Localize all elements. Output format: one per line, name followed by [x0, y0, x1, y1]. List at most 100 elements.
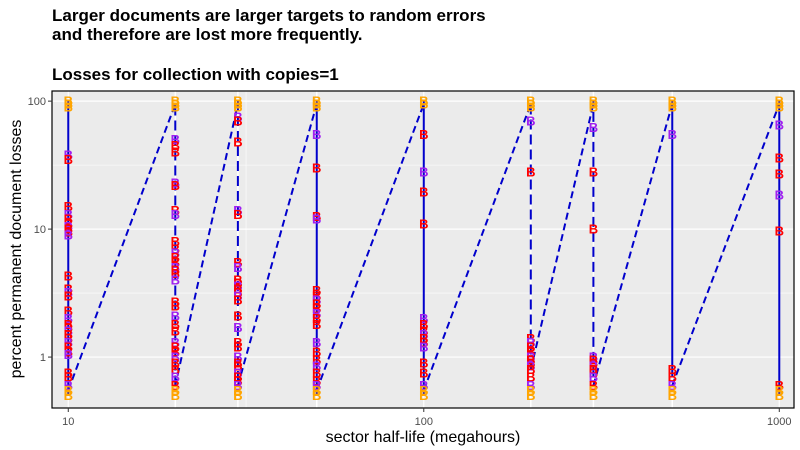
data-point: B	[233, 255, 242, 270]
data-point: B	[171, 266, 180, 281]
data-point: B	[526, 369, 535, 384]
data-point: B	[668, 362, 677, 377]
data-point: B	[64, 216, 73, 231]
data-point: B	[171, 378, 180, 393]
data-point: B	[233, 355, 242, 370]
data-point: B	[64, 388, 73, 403]
data-point: B	[64, 311, 73, 326]
data-point: B	[526, 164, 535, 179]
data-point: B	[171, 145, 180, 160]
data-point: B	[589, 352, 598, 367]
data-point: B	[171, 355, 180, 370]
data-point: B	[233, 282, 242, 297]
data-point: B	[668, 369, 677, 384]
x-axis-title: sector half-life (megahours)	[326, 429, 521, 446]
data-point: B	[589, 350, 598, 365]
data-point: B	[312, 374, 321, 389]
y-tick-label: 100	[28, 96, 46, 108]
data-point: B	[233, 369, 242, 384]
data-point: B	[171, 234, 180, 249]
data-point: B	[589, 222, 598, 237]
data-point: B	[64, 147, 73, 162]
y-axis-title: percent permanent document losses	[8, 120, 25, 379]
data-point: B	[419, 383, 428, 398]
series-lines	[67, 101, 781, 396]
data-point: B	[668, 94, 677, 109]
data-point: B	[775, 383, 784, 398]
data-point: B	[233, 273, 242, 288]
data-point: B	[419, 331, 428, 346]
data-point: B	[668, 378, 677, 393]
data-point: B	[312, 161, 321, 176]
data-point: B	[419, 378, 428, 393]
x-tick-label: 1000	[767, 416, 791, 428]
data-point: B	[64, 269, 73, 284]
data-point: B	[64, 335, 73, 350]
data-point: B	[171, 132, 180, 147]
data-point: B	[171, 246, 180, 261]
data-point: B	[233, 134, 242, 149]
data-point: B	[64, 152, 73, 167]
data-point: B	[171, 344, 180, 359]
data-point: B	[64, 378, 73, 393]
data-point: B	[312, 127, 321, 142]
data-point: B	[668, 383, 677, 398]
data-point: B	[64, 347, 73, 362]
data-point: B	[312, 388, 321, 403]
data-point: B	[775, 388, 784, 403]
data-point: B	[312, 335, 321, 350]
data-point: B	[419, 355, 428, 370]
data-point: B	[419, 164, 428, 179]
data-point: B	[64, 366, 73, 381]
data-point: B	[171, 178, 180, 193]
data-point: B	[64, 207, 73, 222]
data-point: B	[312, 344, 321, 359]
data-point: B	[589, 94, 598, 109]
y-tick-label: 10	[34, 224, 46, 236]
connector-line	[67, 103, 177, 391]
data-point: B	[775, 223, 784, 238]
data-point: B	[419, 216, 428, 231]
data-point: B	[775, 378, 784, 393]
data-point: B	[171, 335, 180, 350]
data-point: B	[64, 222, 73, 237]
data-point: B	[233, 275, 242, 290]
data-point: B	[526, 94, 535, 109]
data-point: B	[64, 327, 73, 342]
data-point: B	[419, 335, 428, 350]
data-point: B	[526, 352, 535, 367]
data-point: B	[526, 383, 535, 398]
data-point: B	[312, 289, 321, 304]
data-point: B	[419, 366, 428, 381]
data-point: B	[589, 378, 598, 393]
data-point: B	[526, 362, 535, 377]
data-point: B	[171, 369, 180, 384]
y-tick-label: 1	[40, 352, 46, 364]
data-point: B	[589, 359, 598, 374]
data-point: B	[312, 311, 321, 326]
data-point: B	[526, 344, 535, 359]
data-point: B	[64, 344, 73, 359]
data-point: B	[64, 199, 73, 214]
data-point: B	[233, 96, 242, 111]
data-point: B	[589, 362, 598, 377]
data-point: B	[233, 350, 242, 365]
data-point: B	[233, 292, 242, 307]
data-point: B	[64, 96, 73, 111]
data-point: B	[64, 339, 73, 354]
data-point: B	[775, 166, 784, 181]
data-point: B	[526, 388, 535, 403]
data-point: B	[419, 311, 428, 326]
data-point: B	[64, 369, 73, 384]
data-point: B	[233, 260, 242, 275]
data-point: B	[312, 283, 321, 298]
chart-title-line-2: and therefore are lost more frequently.	[52, 25, 362, 44]
connector-line	[592, 103, 674, 386]
data-point: B	[64, 99, 73, 114]
data-point: B	[312, 292, 321, 307]
data-point: B	[775, 96, 784, 111]
connector-line	[174, 103, 239, 386]
chart-subtitle: Losses for collection with copies=1	[52, 65, 339, 84]
data-point: B	[419, 327, 428, 342]
